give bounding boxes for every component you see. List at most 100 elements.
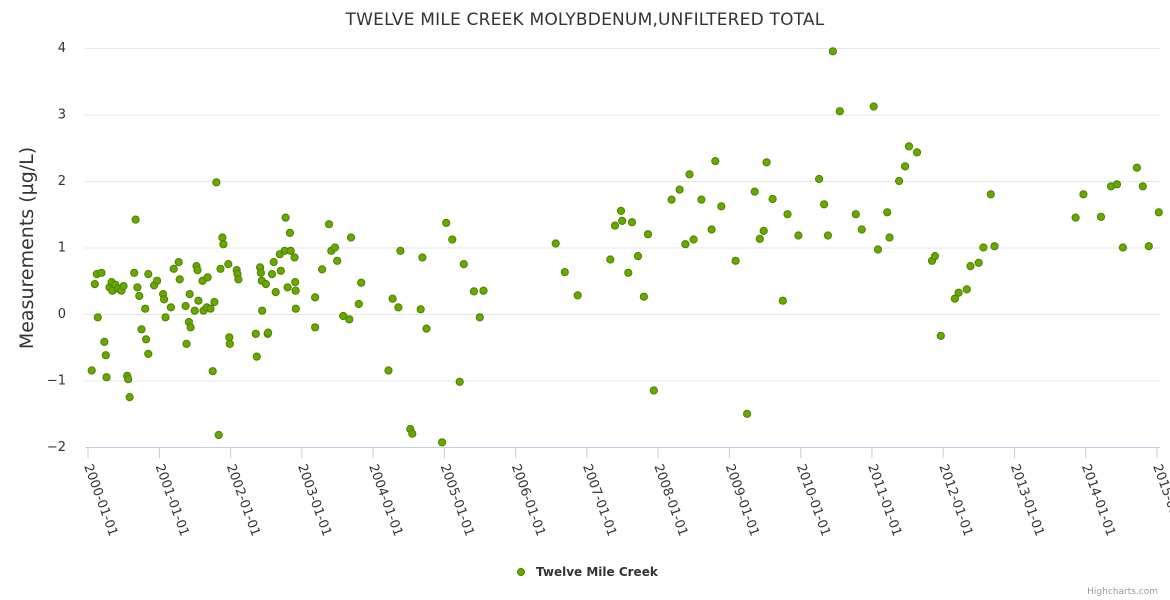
data-point[interactable] (707, 225, 716, 234)
data-point[interactable] (281, 213, 290, 222)
data-point[interactable] (291, 304, 300, 313)
data-point[interactable] (318, 265, 327, 274)
data-point[interactable] (290, 253, 299, 262)
data-point[interactable] (144, 270, 153, 279)
data-point[interactable] (778, 296, 787, 305)
data-point[interactable] (479, 286, 488, 295)
data-point[interactable] (252, 352, 261, 361)
data-point[interactable] (311, 293, 320, 302)
data-point[interactable] (101, 351, 110, 360)
data-point[interactable] (783, 210, 792, 219)
data-point[interactable] (212, 178, 221, 187)
data-point[interactable] (224, 260, 233, 269)
data-point[interactable] (190, 306, 199, 315)
data-point[interactable] (131, 215, 140, 224)
data-point[interactable] (133, 283, 142, 292)
data-point[interactable] (820, 200, 829, 209)
data-point[interactable] (333, 256, 342, 265)
data-point[interactable] (181, 301, 190, 311)
data-point[interactable] (930, 252, 940, 261)
data-point[interactable] (857, 225, 866, 234)
data-point[interactable] (354, 299, 363, 309)
data-point[interactable] (711, 157, 720, 166)
data-point[interactable] (144, 349, 153, 358)
data-point[interactable] (442, 218, 451, 227)
data-point[interactable] (194, 296, 203, 305)
legend-item-twelve-mile-creek[interactable]: Twelve Mile Creek (536, 565, 659, 579)
data-point[interactable] (225, 333, 234, 342)
series-twelve-mile-creek[interactable] (87, 47, 1163, 447)
data-point[interactable] (267, 270, 277, 279)
data-point[interactable] (667, 195, 676, 204)
data-point[interactable] (1096, 212, 1106, 221)
data-point[interactable] (986, 190, 995, 199)
data-point[interactable] (208, 367, 217, 376)
data-point[interactable] (124, 375, 133, 384)
data-point[interactable] (974, 258, 983, 267)
data-point[interactable] (762, 158, 771, 167)
data-point[interactable] (258, 306, 267, 315)
data-point[interactable] (990, 242, 999, 251)
data-point[interactable] (438, 438, 447, 447)
data-point[interactable] (408, 429, 417, 438)
data-point[interactable] (768, 194, 777, 204)
data-point[interactable] (311, 323, 320, 332)
data-point[interactable] (717, 202, 726, 211)
data-point[interactable] (828, 47, 838, 56)
data-point[interactable] (185, 290, 194, 299)
data-point[interactable] (142, 335, 151, 344)
data-point[interactable] (119, 282, 128, 291)
legend[interactable]: Twelve Mile Creek (517, 565, 659, 579)
data-point[interactable] (388, 294, 397, 303)
data-point[interactable] (681, 240, 690, 249)
data-point[interactable] (416, 305, 425, 314)
data-point[interactable] (97, 268, 106, 277)
data-point[interactable] (125, 393, 134, 402)
data-point[interactable] (1144, 242, 1153, 251)
data-point[interactable] (883, 208, 892, 217)
data-point[interactable] (869, 102, 878, 111)
data-point[interactable] (851, 210, 860, 219)
data-point[interactable] (234, 275, 243, 284)
data-point[interactable] (1154, 208, 1163, 217)
data-point[interactable] (166, 303, 175, 312)
data-point[interactable] (137, 325, 146, 334)
data-point[interactable] (895, 176, 904, 186)
data-point[interactable] (394, 303, 403, 312)
data-point[interactable] (1079, 190, 1088, 199)
data-point[interactable] (291, 286, 300, 295)
data-point[interactable] (102, 373, 111, 382)
data-point[interactable] (573, 291, 582, 300)
data-point[interactable] (755, 234, 764, 243)
data-point[interactable] (271, 288, 280, 297)
data-point[interactable] (283, 283, 292, 292)
data-point[interactable] (219, 240, 228, 249)
data-point[interactable] (153, 276, 162, 285)
data-point[interactable] (93, 313, 102, 322)
data-point[interactable] (962, 285, 971, 294)
data-point[interactable] (339, 311, 348, 321)
data-point[interactable] (627, 218, 637, 227)
data-point[interactable] (950, 294, 960, 303)
data-point[interactable] (979, 243, 988, 252)
credits-link[interactable]: Highcharts.com (1087, 587, 1158, 597)
data-point[interactable] (873, 245, 883, 254)
data-point[interactable] (174, 258, 183, 267)
data-point[interactable] (750, 187, 759, 196)
data-point[interactable] (1112, 180, 1122, 189)
data-point[interactable] (141, 304, 150, 313)
data-point[interactable] (551, 239, 560, 248)
data-point[interactable] (448, 235, 457, 244)
data-point[interactable] (285, 228, 294, 237)
data-point[interactable] (90, 280, 99, 289)
data-point[interactable] (639, 292, 649, 301)
data-point[interactable] (100, 337, 109, 346)
data-point[interactable] (616, 206, 626, 215)
data-point[interactable] (1118, 243, 1128, 252)
data-point[interactable] (697, 195, 706, 204)
data-point[interactable] (618, 216, 627, 225)
data-point[interactable] (885, 233, 894, 242)
data-point[interactable] (186, 323, 195, 332)
data-point[interactable] (469, 287, 478, 296)
data-point[interactable] (357, 278, 366, 287)
